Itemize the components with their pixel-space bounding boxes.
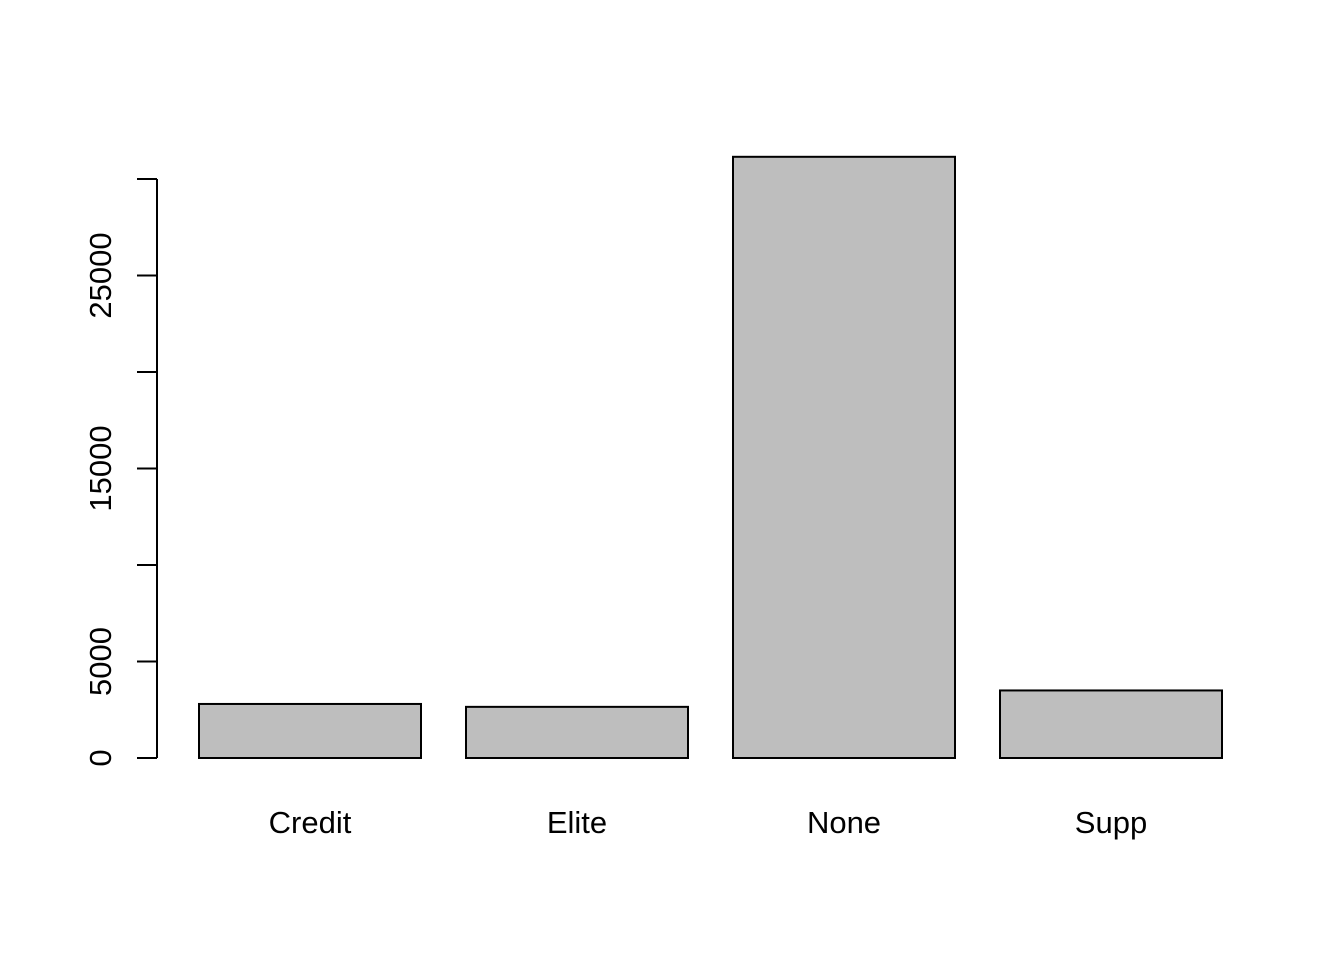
bar-elite — [465, 705, 689, 759]
x-axis-labels: Credit Elite None Supp — [269, 805, 1148, 840]
x-tick-label-elite: Elite — [547, 805, 607, 840]
bar-none — [732, 155, 956, 759]
y-axis: 0 5000 15000 25000 — [83, 178, 158, 767]
y-tick-label: 15000 — [83, 425, 118, 511]
y-tick-label: 25000 — [83, 232, 118, 318]
bars — [198, 155, 1223, 760]
x-tick-label-credit: Credit — [269, 805, 352, 840]
y-tick-label: 0 — [83, 749, 118, 766]
bar-supp — [999, 689, 1223, 760]
x-tick-label-none: None — [807, 805, 881, 840]
x-tick-label-supp: Supp — [1075, 805, 1147, 840]
bar-credit — [198, 702, 422, 760]
y-tick-label: 5000 — [83, 627, 118, 696]
